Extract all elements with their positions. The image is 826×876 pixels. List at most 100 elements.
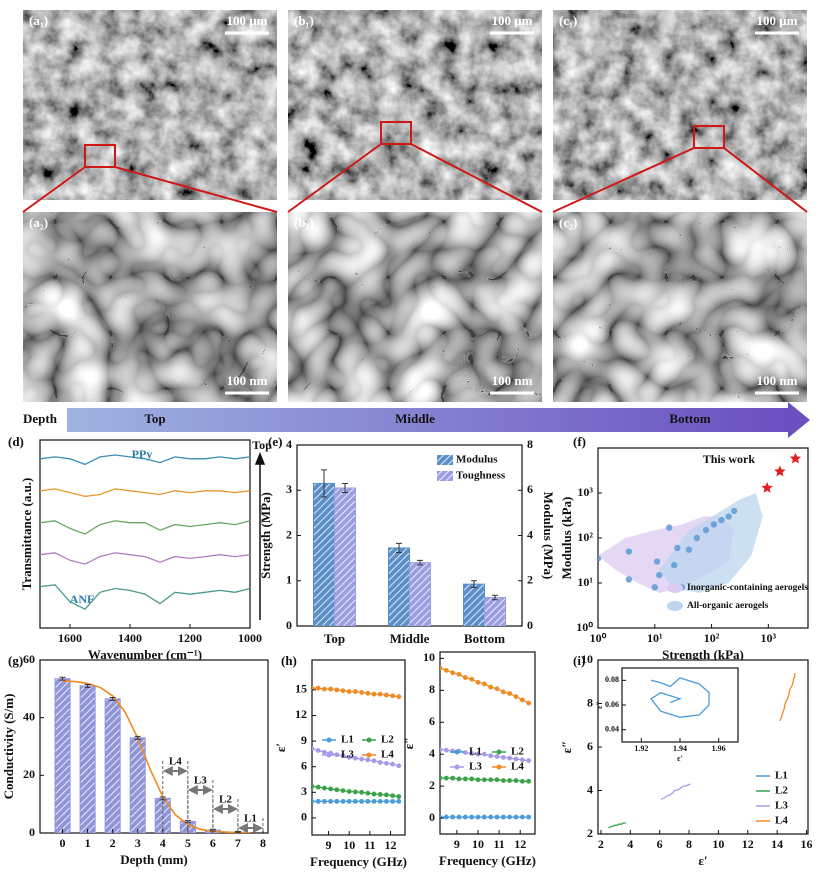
y-tick-label: 0.08	[605, 675, 619, 684]
data-point	[312, 746, 315, 752]
series-line	[40, 520, 250, 535]
data-point	[481, 777, 487, 783]
y-tick-label: 0	[286, 618, 292, 632]
data-point	[450, 814, 456, 820]
data-point	[312, 783, 315, 789]
data-point	[718, 516, 725, 524]
bar	[79, 685, 96, 833]
x-tick-label: 10	[343, 838, 355, 852]
y-tick-label: 4	[587, 782, 593, 796]
data-point	[513, 756, 519, 762]
x-tick-label: 2	[598, 837, 604, 851]
data-point	[340, 798, 346, 804]
zoom-line	[287, 143, 382, 213]
y-tick-label: 4	[286, 437, 292, 451]
legend-label: L2	[381, 734, 394, 746]
data-point	[702, 526, 710, 534]
depth-level: Middle	[395, 411, 435, 426]
data-point	[475, 777, 481, 783]
data-point	[377, 798, 383, 804]
data-point	[312, 798, 315, 804]
data-point	[488, 684, 494, 690]
data-point	[500, 689, 506, 695]
data-point	[443, 814, 449, 820]
data-point	[526, 778, 532, 784]
data-point	[475, 751, 481, 757]
layer-label: L2	[219, 794, 232, 806]
legend-swatch	[667, 601, 683, 611]
data-point	[377, 760, 383, 765]
y2-axis-label: Modulus (MPa)	[541, 492, 556, 580]
data-point	[334, 687, 340, 693]
x-axis-label: Strength (kPa)	[662, 647, 744, 662]
chart: (g) 0 1 2 3 4 5 6 7 8 0 20 40 60 Depth (mm) Conductivit…	[1, 652, 269, 867]
zoom-box	[380, 121, 412, 145]
data-point	[396, 694, 402, 700]
y-tick-label: 2	[527, 573, 533, 587]
data-point	[494, 777, 500, 783]
bar	[388, 547, 410, 626]
plot-frame	[621, 667, 739, 743]
legend-label: Toughness	[456, 470, 506, 482]
depth-title: Depth	[23, 411, 58, 426]
data-point	[440, 814, 443, 820]
legend-marker	[326, 737, 332, 743]
y-tick-label: 0	[301, 810, 307, 824]
data-point	[359, 789, 364, 795]
data-point	[390, 793, 395, 799]
y-axis-label: ε″	[401, 737, 416, 750]
y-tick-label: 0	[527, 618, 533, 632]
data-point	[315, 784, 321, 790]
data-point	[440, 775, 443, 781]
chart: (h) 9 10 11 12 0 3 6 9 12 15 Frequency (GHz) ε′ L1 L2 L…	[273, 653, 407, 869]
x-tick-label: 3	[135, 836, 141, 850]
y-tick-label: 9	[301, 733, 307, 747]
data-point	[365, 757, 371, 763]
x-tick-label: 16	[801, 837, 813, 851]
x-tick-label: 10⁰	[590, 631, 607, 645]
data-point	[315, 748, 321, 753]
layer-label: L3	[194, 775, 207, 787]
data-point	[456, 814, 462, 820]
data-point	[507, 691, 513, 696]
data-point	[346, 798, 352, 804]
x-tick-label: 8	[686, 837, 692, 851]
data-point	[469, 750, 475, 756]
plot-area	[40, 454, 250, 611]
sem-image	[288, 10, 542, 200]
annotation: ANF	[70, 592, 95, 606]
panel-label: (d)	[8, 434, 24, 449]
legend-marker	[496, 749, 502, 755]
data-point	[519, 814, 525, 820]
data-point	[353, 798, 358, 804]
sem-image	[23, 10, 277, 200]
x-tick-label: 9	[454, 837, 460, 851]
annotation: PPy	[132, 447, 153, 461]
plot-area	[608, 673, 796, 829]
star-point	[774, 465, 786, 477]
error-bar	[342, 482, 348, 494]
y-tick-label: 8	[429, 682, 435, 696]
scale-bar-label: 100 nm	[757, 373, 798, 388]
panel-label: (e)	[268, 434, 282, 449]
y-tick-label: 2	[286, 527, 292, 541]
data-point	[384, 792, 389, 798]
data-point	[346, 689, 352, 694]
plot-area	[312, 685, 402, 804]
y-tick-label: 8	[527, 437, 533, 451]
y-tick-label: 10	[581, 652, 593, 666]
data-point	[328, 798, 333, 804]
data-point	[346, 789, 352, 794]
data-point	[651, 584, 658, 591]
data-point	[334, 752, 340, 758]
legend-label: L4	[511, 761, 524, 773]
data-point	[507, 778, 513, 783]
y-tick-label: 15	[295, 682, 307, 696]
sem-image	[23, 212, 277, 402]
x-axis-label: Frequency (GHz)	[310, 854, 407, 869]
error-bar	[109, 696, 116, 701]
data-point	[469, 676, 475, 682]
data-point	[710, 521, 718, 528]
y-axis-label: ε″	[559, 741, 574, 754]
